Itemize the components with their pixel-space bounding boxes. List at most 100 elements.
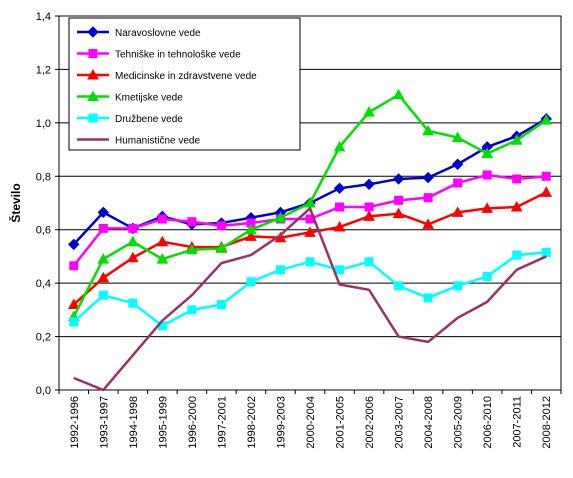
data-point [451,131,464,143]
legend-entry: Humanistične vede [77,136,200,147]
data-point [512,250,522,260]
y-axis-title: Število [8,183,23,222]
x-axis-ticks: 1992-1996 1993-1997 1994-1998 1995-1999 1996… [58,390,562,449]
series-6 [73,207,547,392]
data-point [541,247,551,257]
legend-swatch-marker [87,68,99,80]
x-tick-label: 1993-1997 [98,396,110,449]
y-tick-label: 0,6 [36,225,51,237]
data-point [422,124,434,136]
data-point [156,253,169,264]
legend-label: Naravoslovne vede [115,28,201,39]
data-point [274,211,287,223]
data-point [216,300,226,310]
legend-swatch-marker [88,49,98,58]
series-layer [67,88,553,392]
x-tick-label: 2000-2004 [305,396,317,449]
data-point [333,221,346,232]
data-point [157,214,167,224]
y-tick-label: 1,0 [36,118,51,130]
legend-entry: Tehniške in tehnološke vede [77,49,241,61]
legend-label: Kmetijske vede [115,93,183,104]
x-tick-label: 1997-2001 [216,396,228,449]
legend: Naravoslovne vede Tehniške in tehnološke … [68,17,301,151]
data-point [246,277,256,287]
data-point [187,217,197,227]
data-point [453,178,463,188]
data-point [126,235,139,247]
x-tick-label: 1992-1996 [69,396,81,449]
data-point [98,290,108,300]
x-tick-label: 1998-2002 [246,396,258,449]
data-point [512,174,522,184]
legend-label: Humanistične vede [115,136,200,147]
legend-entry: Kmetijske vede [77,90,183,104]
data-point [364,202,374,212]
data-point [392,207,405,219]
data-point [364,257,374,267]
data-point [69,261,79,271]
data-point [68,238,80,251]
data-point [510,134,523,145]
data-point [394,195,404,205]
data-point [482,170,492,180]
data-point [215,242,228,253]
data-point [541,171,551,181]
data-point [422,218,434,229]
x-tick-label: 1996-2000 [187,396,199,449]
y-tick-label: 1,2 [36,64,51,76]
legend-entry: Medicinske in zdravstvene vede [77,68,257,82]
data-point [423,293,433,303]
data-point [333,182,346,195]
data-point [186,243,198,255]
data-point [510,200,523,212]
legend-label: Medicinske in zdravstvene vede [115,71,257,82]
data-point [453,281,463,291]
data-point [451,158,464,170]
legend-swatch-marker [87,90,99,101]
data-point [335,202,345,212]
legend-label: Tehniške in tehnološke vede [115,50,241,61]
y-tick-label: 0,4 [36,278,51,290]
data-point [216,221,226,231]
legend-entry: Naravoslovne vede [77,26,201,39]
data-point [333,140,346,152]
series-5 [69,247,551,331]
series-4 [67,88,553,322]
data-point [69,317,79,327]
data-point [97,206,110,219]
data-point [363,106,375,117]
data-point [363,178,375,191]
x-tick-label: 2008-2012 [541,396,553,449]
y-tick-label: 0,2 [36,332,51,344]
data-point [304,196,316,208]
x-tick-label: 2004-2008 [423,396,435,449]
data-point [392,173,405,185]
y-tick-label: 1,4 [36,11,51,23]
data-point [187,305,197,315]
data-point [245,223,257,235]
x-tick-label: 2007-2011 [512,396,524,448]
x-tick-label: 2005-2009 [453,396,465,449]
plot-area-frame [58,15,562,391]
legend-box [68,17,301,151]
x-tick-label: 1999-2003 [275,396,287,449]
data-point [394,281,404,291]
data-point [97,253,110,264]
series-2 [69,170,551,271]
x-tick-label: 2006-2010 [482,396,494,449]
data-point [335,265,345,275]
data-point [451,206,464,217]
data-point [97,271,110,283]
x-tick-label: 1995-1999 [157,396,169,449]
legend-entry: Družbene vede [77,113,183,125]
data-point [245,230,257,241]
data-point [363,210,375,221]
legend-swatch-marker [87,26,99,38]
x-tick-label: 2001-2005 [335,396,347,449]
data-point [126,251,139,263]
data-point [482,271,492,281]
data-point [275,265,285,275]
data-point [128,298,138,308]
